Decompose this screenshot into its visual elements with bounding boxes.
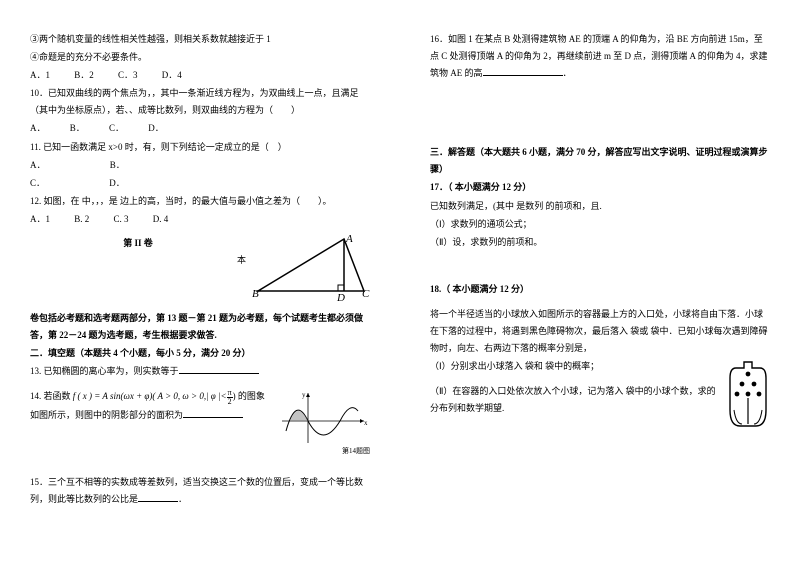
question-17-title: 17．（ 本小题满分 12 分） [430,179,770,196]
blank-14 [183,408,243,418]
sine-figure: x y 第14题图 [278,389,370,458]
choice-b: B. 2 [74,214,89,224]
question-13: 13. 已知椭圆的离心率为，则实数等于 [30,363,370,380]
q10-choices: A． B． C． D． [30,120,370,137]
question-16: 16．如图 1 在某点 B 处测得建筑物 AE 的顶端 A 的仰角为，沿 BE … [430,31,770,82]
question-12: 12. 如图，在 中，，，是 边上的高，当时，的最大值与最小值之差为（ ）。 [30,193,370,210]
axis-y: y [302,391,306,399]
question-17-a: 已知数列满足，(其中 是数列 的前项和，且. [430,198,770,215]
question-18-a: 将一个半径适当的小球放入如图所示的容器最上方的入口处，小球将自由下落．小球在下落… [430,306,770,357]
question-17-b: （Ⅰ）求数列的通项公式； [430,216,770,233]
char-ben: 本 [237,252,246,269]
question-11: 11. 已知一函数满足 x>0 时，有，则下列结论一定成立的是（ ） [30,139,370,156]
blank-13 [179,364,259,374]
choice-c: C. 3 [114,214,129,224]
choice-a: A．1 [30,70,50,80]
choice-c: C． [30,178,45,188]
choice-d: D． [109,178,125,188]
statement-4: ④命题是的充分不必要条件。 [30,49,370,66]
q11-choices: A． B． [30,157,370,174]
choice-b: B． [110,160,125,170]
vertex-c: C [362,288,370,300]
triangle-figure: A B C D [252,233,370,303]
choice-d: D．4 [162,70,182,80]
question-18-b: （Ⅰ）分别求出小球落入 袋和 袋中的概率； [430,358,770,375]
section-2-desc: 卷包括必考题和选考题两部分，第 13 题－第 21 题为必考题，每个试题考生都必… [30,310,370,344]
choice-a: A． [30,123,46,133]
right-column: 16．如图 1 在某点 B 处测得建筑物 AE 的顶端 A 的仰角为，沿 BE … [400,0,800,566]
vertex-d: D [336,292,345,303]
question-18-title: 18.（ 本小题满分 12 分） [430,281,770,298]
bottle-figure [726,360,770,430]
question-17-c: （Ⅱ）设，求数列的前项和。 [430,234,770,251]
choice-a: A．1 [30,214,50,224]
choice-d: D． [148,123,164,133]
choice-b: B． [70,123,85,133]
choice-a: A． [30,160,46,170]
vertex-b: B [252,288,259,300]
blank-16 [483,66,563,76]
choice-d: D. 4 [153,214,169,224]
section-2-heading: 二．填空题（本题共 4 个小题，每小 5 分，满分 20 分） [30,345,370,362]
question-18-c: （Ⅱ）在容器的入口处依次放入个小球，记为落入 袋中的小球个数，求的分布列和数学期… [430,383,770,417]
fig14-label: 第14题图 [278,445,370,458]
left-column: ③两个随机变量的线性相关性越强，则相关系数就越接近于 1 ④命题是的充分不必要条… [0,0,400,566]
q12-choices: A．1 B. 2 C. 3 D. 4 [30,211,370,228]
vertex-a: A [345,233,353,245]
blank-15 [138,492,178,502]
statement-3: ③两个随机变量的线性相关性越强，则相关系数就越接近于 1 [30,31,370,48]
q9-choices: A．1 B．2 C．3 D．4 [30,67,370,84]
q11-choices-2: C． D． [30,175,370,192]
choice-c: C．3 [118,70,138,80]
question-15: 15．三个互不相等的实数成等差数列，适当交换这三个数的位置后，变成一个等比数列，… [30,474,370,508]
section-3-heading: 三．解答题（本大题共 6 小题，满分 70 分，解答应写出文字说明、证明过程或演… [430,144,770,178]
axis-x: x [364,419,368,427]
question-10: 10．已知双曲线的两个焦点为，，其中一条渐近线方程为，为双曲线上一点，且满足（其… [30,85,370,119]
choice-c: C． [109,123,124,133]
choice-b: B．2 [74,70,94,80]
